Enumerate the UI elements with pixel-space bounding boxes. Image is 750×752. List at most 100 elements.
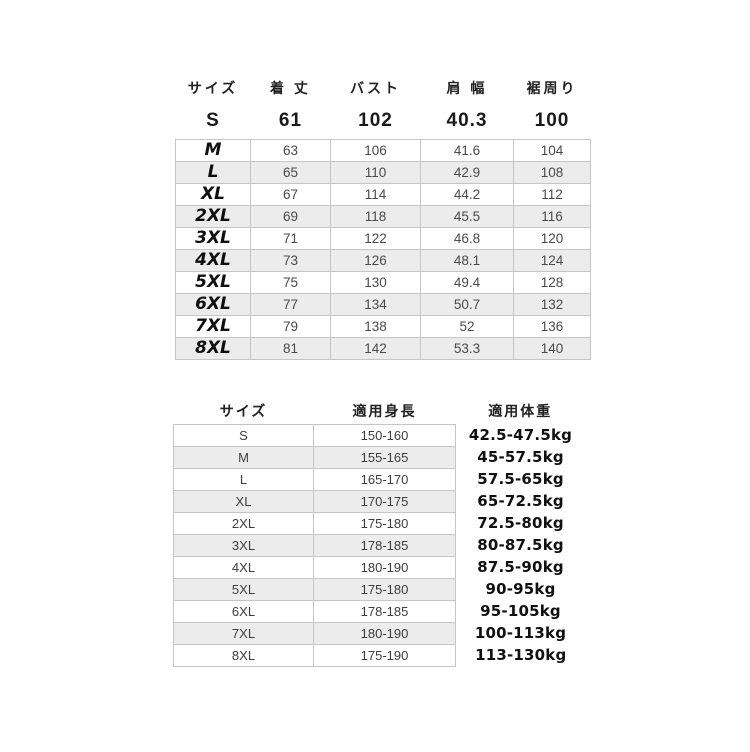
size-cell: 8XL (175, 337, 251, 360)
measurement-cell: 108 (513, 161, 591, 184)
size-cell: 8XL (173, 644, 314, 667)
height-range-cell: 180-190 (313, 622, 456, 645)
size-cell: L (173, 468, 314, 491)
header-row: サイズ 適用身長 適用体重 (174, 398, 586, 425)
header-cell-weight: 適用体重 (488, 403, 553, 420)
measurement-cell: 53.3 (420, 337, 514, 360)
size-cell: 6XL (173, 600, 314, 623)
weight-range-cell: 95-105kg (480, 602, 561, 620)
measurement-cell: 46.8 (420, 227, 514, 250)
measurement-cell: 50.7 (420, 293, 514, 316)
weight-range-cell: 80-87.5kg (477, 536, 564, 554)
table-row: XL 67 114 44.2 112 (175, 183, 591, 206)
measurement-cell: 45.5 (420, 205, 514, 228)
measurement-cell: 65 (250, 161, 331, 184)
measurement-cell: 134 (330, 293, 421, 316)
header-row: サイズ 着 丈 バスト 肩 幅 裾周り (176, 73, 591, 103)
size-cell: XL (175, 183, 251, 206)
header-cell-hem: 裾周り (526, 80, 578, 96)
measurement-cell: 120 (513, 227, 591, 250)
height-range-cell: 180-190 (313, 556, 456, 579)
measurement-cell: 130 (330, 271, 421, 294)
size-cell: 4XL (173, 556, 314, 579)
measurement-cell: 48.1 (420, 249, 514, 272)
fit-guide-table: サイズ 適用身長 適用体重 S 150-160 42.5-47.5kg M 15… (173, 398, 586, 667)
table-row: S 150-160 42.5-47.5kg (173, 424, 586, 447)
weight-range-cell: 45-57.5kg (477, 448, 564, 466)
measurement-cell: 52 (420, 315, 514, 338)
table-row: 2XL 175-180 72.5-80kg (173, 512, 586, 535)
size-cell: S (206, 110, 220, 131)
size-cell: 5XL (175, 271, 251, 294)
measurement-cell: 126 (330, 249, 421, 272)
measurement-cell: 132 (513, 293, 591, 316)
table-row: 8XL 175-190 113-130kg (173, 644, 586, 667)
weight-range-cell: 57.5-65kg (477, 470, 564, 488)
size-cell: 2XL (173, 512, 314, 535)
table-row: 5XL 175-180 90-95kg (173, 578, 586, 601)
measurement-cell: 102 (358, 110, 393, 131)
table-row: L 165-170 57.5-65kg (173, 468, 586, 491)
measurement-cell: 63 (250, 139, 331, 162)
table-row: 7XL 79 138 52 136 (175, 315, 591, 338)
height-range-cell: 175-180 (313, 512, 456, 535)
size-cell: 5XL (173, 578, 314, 601)
measurement-cell: 100 (534, 110, 570, 131)
table-row: M 155-165 45-57.5kg (173, 446, 586, 469)
size-cell: 7XL (173, 622, 314, 645)
size-cell: 6XL (175, 293, 251, 316)
measurement-cell: 40.3 (446, 110, 488, 131)
table-row: 6XL 77 134 50.7 132 (175, 293, 591, 316)
height-range-cell: 175-180 (313, 578, 456, 601)
weight-range-cell: 113-130kg (475, 646, 567, 664)
size-cell: 3XL (175, 227, 251, 250)
header-cell-shoulder: 肩 幅 (446, 80, 488, 96)
measurement-cell: 136 (513, 315, 591, 338)
measurement-cell: 81 (250, 337, 331, 360)
measurement-cell: 67 (250, 183, 331, 206)
measurement-cell: 75 (250, 271, 331, 294)
measurement-cell: 114 (330, 183, 421, 206)
table-row: 6XL 178-185 95-105kg (173, 600, 586, 623)
size-cell: 2XL (175, 205, 251, 228)
size-cell: 7XL (175, 315, 251, 338)
table-row: 7XL 180-190 100-113kg (173, 622, 586, 645)
size-cell: M (175, 139, 251, 162)
measurement-cell: 116 (513, 205, 591, 228)
measurement-cell: 61 (278, 110, 303, 131)
size-cell: M (173, 446, 314, 469)
weight-range-cell: 42.5-47.5kg (468, 426, 573, 444)
size-cell: S (173, 424, 314, 447)
measurement-cell: 110 (330, 161, 421, 184)
measurement-cell: 79 (250, 315, 331, 338)
header-cell-bust: バスト (350, 80, 401, 96)
size-s-row: S 61 102 40.3 100 (176, 103, 591, 140)
header-cell-length: 着 丈 (270, 80, 311, 96)
measurement-cell: 71 (250, 227, 331, 250)
table-row: 4XL 73 126 48.1 124 (175, 249, 591, 272)
table-row: 8XL 81 142 53.3 140 (175, 337, 591, 360)
table-row: M 63 106 41.6 104 (175, 139, 591, 162)
weight-range-cell: 65-72.5kg (477, 492, 564, 510)
weight-range-cell: 72.5-80kg (477, 514, 564, 532)
table-row: XL 170-175 65-72.5kg (173, 490, 586, 513)
size-cell: 4XL (175, 249, 251, 272)
measurement-cell: 42.9 (420, 161, 514, 184)
table-row: 4XL 180-190 87.5-90kg (173, 556, 586, 579)
height-range-cell: 178-185 (313, 534, 456, 557)
measurement-cell: 118 (330, 205, 421, 228)
table-row: 2XL 69 118 45.5 116 (175, 205, 591, 228)
height-range-cell: 155-165 (313, 446, 456, 469)
measurement-cell: 69 (250, 205, 331, 228)
height-range-cell: 178-185 (313, 600, 456, 623)
measurement-cell: 44.2 (420, 183, 514, 206)
measurement-cell: 106 (330, 139, 421, 162)
weight-range-cell: 87.5-90kg (477, 558, 564, 576)
measurement-cell: 128 (513, 271, 591, 294)
measurement-cell: 112 (513, 183, 591, 206)
measurement-cell: 140 (513, 337, 591, 360)
measurement-cell: 41.6 (420, 139, 514, 162)
measurement-cell: 124 (513, 249, 591, 272)
table-row: 5XL 75 130 49.4 128 (175, 271, 591, 294)
measurement-cell: 49.4 (420, 271, 514, 294)
